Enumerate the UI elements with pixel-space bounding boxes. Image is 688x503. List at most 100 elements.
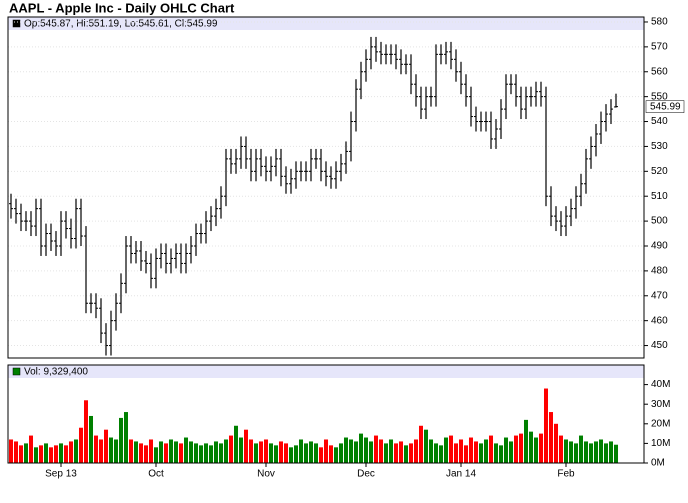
legend-text: Op:545.87, Hi:551.19, Lo:545.61, Cl:545.… — [24, 19, 218, 30]
panel-header — [8, 365, 644, 378]
y-tick-label: 10M — [651, 438, 670, 449]
volume-bar — [249, 439, 253, 463]
volume-bar — [154, 447, 158, 463]
y-tick-label: 560 — [651, 66, 668, 77]
volume-bar — [464, 445, 468, 463]
panel-frame — [7, 364, 645, 464]
volume-bar — [24, 443, 28, 463]
y-tick-label: 530 — [651, 141, 668, 152]
volume-bar — [614, 444, 618, 463]
volume-bar — [174, 441, 178, 463]
volume-bar — [469, 437, 473, 463]
y-tick-label: 520 — [651, 166, 668, 177]
volume-bar — [434, 443, 438, 463]
y-tick-label: 540 — [651, 116, 668, 127]
volume-bar — [139, 443, 143, 463]
y-tick-label: 40M — [651, 379, 670, 390]
y-tick-label: 570 — [651, 42, 668, 53]
volume-bar — [449, 435, 453, 463]
volume-bar — [149, 439, 153, 463]
volume-bar — [429, 439, 433, 463]
volume-bar — [419, 425, 423, 463]
volume-bar — [259, 441, 263, 463]
volume-bar — [194, 443, 198, 463]
volume-bar — [79, 427, 83, 463]
volume-bar — [574, 443, 578, 463]
volume-bar — [489, 435, 493, 463]
volume-bar — [114, 439, 118, 463]
volume-bar — [544, 388, 548, 463]
volume-bar — [609, 441, 613, 463]
volume-bar — [549, 412, 553, 463]
volume-bar — [294, 445, 298, 463]
volume-bar — [344, 437, 348, 463]
volume-bar — [134, 441, 138, 463]
volume-bar — [39, 445, 43, 463]
volume-bar — [99, 439, 103, 463]
y-tick-label: 480 — [651, 266, 668, 277]
volume-bar — [124, 412, 128, 463]
volume-bar — [299, 439, 303, 463]
volume-bar — [94, 435, 98, 463]
volume-bar — [119, 417, 123, 463]
volume-bar — [334, 447, 338, 463]
volume-bar — [454, 443, 458, 463]
volume-bar — [239, 437, 243, 463]
volume-bar — [264, 439, 268, 463]
volume-bar — [519, 433, 523, 463]
volume-bar — [224, 439, 228, 463]
chart-title: AAPL - Apple Inc - Daily OHLC Chart — [9, 0, 235, 15]
volume-bar — [229, 435, 233, 463]
volume-bar — [54, 445, 58, 463]
volume-bar — [409, 443, 413, 463]
volume-bar — [284, 443, 288, 463]
x-tick-label: Jan 14 — [446, 469, 476, 480]
volume-bar — [19, 445, 23, 463]
legend-text: Vol: 9,329,400 — [24, 367, 88, 378]
volume-bar — [554, 423, 558, 463]
volume-bar — [569, 441, 573, 463]
volume-bar — [89, 415, 93, 463]
y-tick-label: 460 — [651, 315, 668, 326]
y-tick-label: 490 — [651, 241, 668, 252]
y-tick-label: 550 — [651, 91, 668, 102]
volume-bar — [509, 441, 513, 463]
volume-bar — [444, 437, 448, 463]
volume-bar — [459, 439, 463, 463]
panel-frame — [7, 16, 645, 359]
last-price-box — [645, 100, 685, 113]
volume-bar — [524, 419, 528, 463]
volume-bar — [379, 439, 383, 463]
volume-bar — [29, 435, 33, 463]
x-tick-label: Feb — [557, 469, 575, 480]
volume-bar — [394, 443, 398, 463]
volume-bar — [34, 447, 38, 463]
volume-bar — [234, 425, 238, 463]
volume-bar — [584, 441, 588, 463]
volume-bar — [559, 435, 563, 463]
volume-bar — [274, 445, 278, 463]
volume-bar — [389, 439, 393, 463]
volume-bar — [309, 441, 313, 463]
x-tick-label: Dec — [357, 469, 375, 480]
volume-bar — [484, 439, 488, 463]
volume-bar — [324, 439, 328, 463]
volume-bar — [599, 439, 603, 463]
volume-bar — [164, 443, 168, 463]
volume-bar — [479, 443, 483, 463]
volume-bar — [339, 443, 343, 463]
volume-bar — [244, 429, 248, 463]
volume-bar — [439, 445, 443, 463]
volume-bar — [84, 400, 88, 463]
volume-bar — [129, 439, 133, 463]
y-tick-label: 20M — [651, 418, 670, 429]
volume-bar — [179, 443, 183, 463]
volume-bar — [64, 445, 68, 463]
volume-bar — [604, 443, 608, 463]
volume-bar — [364, 437, 368, 463]
volume-bar — [374, 435, 378, 463]
volume-bar — [49, 447, 53, 463]
volume-bar — [369, 441, 373, 463]
x-tick-label: Nov — [257, 469, 275, 480]
